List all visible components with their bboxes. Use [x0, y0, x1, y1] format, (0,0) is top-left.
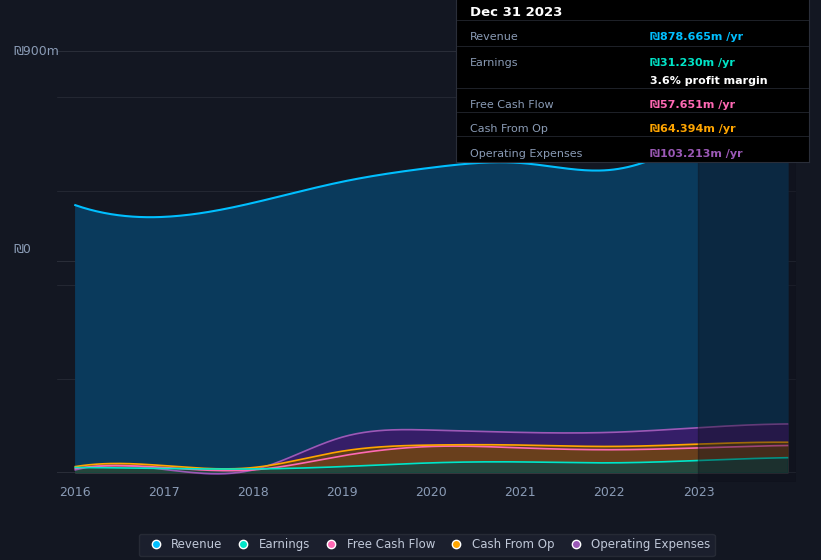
Text: Operating Expenses: Operating Expenses	[470, 148, 582, 158]
Text: 3.6% profit margin: 3.6% profit margin	[650, 76, 768, 86]
Text: ₪57.651m /yr: ₪57.651m /yr	[650, 100, 735, 110]
Text: Earnings: Earnings	[470, 58, 518, 68]
Text: ₪878.665m /yr: ₪878.665m /yr	[650, 32, 743, 42]
Text: ₪103.213m /yr: ₪103.213m /yr	[650, 148, 742, 158]
Text: ₪31.230m /yr: ₪31.230m /yr	[650, 58, 735, 68]
Text: Dec 31 2023: Dec 31 2023	[470, 6, 562, 19]
Text: Revenue: Revenue	[470, 32, 519, 42]
Bar	[699, 22, 796, 482]
Legend: Revenue, Earnings, Free Cash Flow, Cash From Op, Operating Expenses: Revenue, Earnings, Free Cash Flow, Cash …	[139, 534, 715, 556]
Text: Free Cash Flow: Free Cash Flow	[470, 100, 553, 110]
Text: ₪0: ₪0	[13, 243, 31, 256]
Text: ₪64.394m /yr: ₪64.394m /yr	[650, 124, 736, 134]
Text: ₪900m: ₪900m	[13, 45, 59, 58]
Text: Cash From Op: Cash From Op	[470, 124, 548, 134]
